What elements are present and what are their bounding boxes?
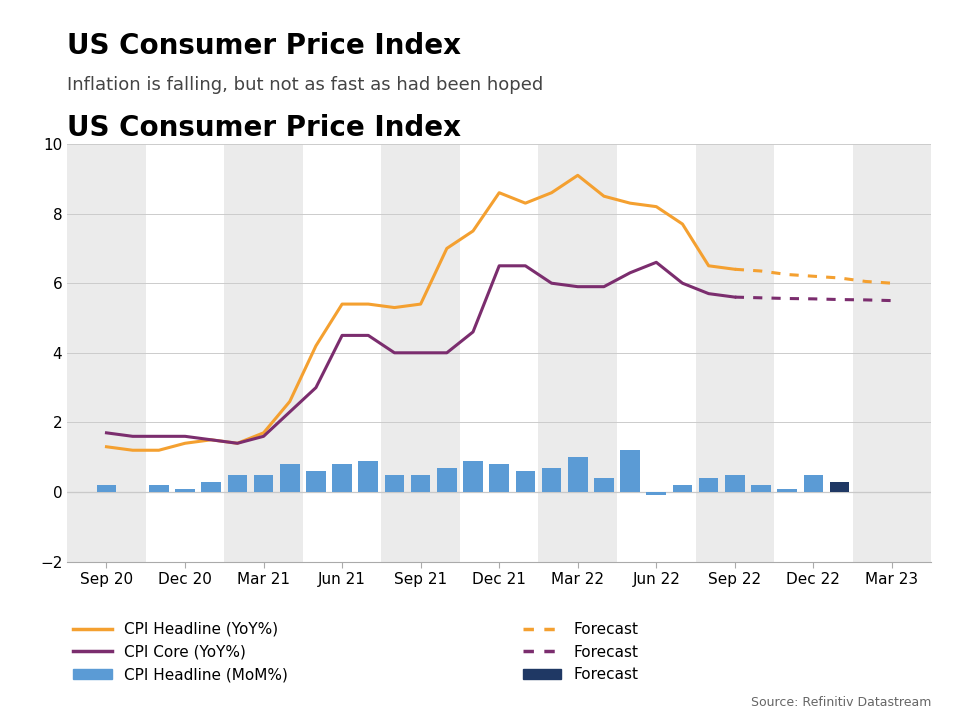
Bar <box>516 471 535 492</box>
Bar <box>699 478 718 492</box>
Text: Inflation is falling, but not as fast as had been hoped: Inflation is falling, but not as fast as… <box>67 76 543 94</box>
Bar <box>646 492 666 495</box>
Bar <box>829 482 850 492</box>
Text: US Consumer Price Index: US Consumer Price Index <box>67 114 461 142</box>
Bar <box>381 144 460 562</box>
Bar <box>385 474 404 492</box>
Bar <box>175 489 195 492</box>
Legend: Forecast, Forecast, Forecast: Forecast, Forecast, Forecast <box>516 616 644 688</box>
Bar <box>673 485 692 492</box>
Bar <box>539 144 617 562</box>
Bar <box>696 144 774 562</box>
Bar <box>751 485 771 492</box>
Bar <box>463 461 483 492</box>
Bar <box>594 478 613 492</box>
Bar <box>149 485 169 492</box>
Text: Source: Refinitiv Datastream: Source: Refinitiv Datastream <box>751 696 931 709</box>
Bar <box>225 144 302 562</box>
Bar <box>620 450 640 492</box>
Bar <box>411 474 430 492</box>
Text: US Consumer Price Index: US Consumer Price Index <box>67 32 461 60</box>
Bar <box>778 489 797 492</box>
Bar <box>253 474 274 492</box>
Bar <box>568 457 588 492</box>
Bar <box>67 144 146 562</box>
Bar <box>358 461 378 492</box>
Bar <box>725 474 745 492</box>
Bar <box>306 471 325 492</box>
Bar <box>202 482 221 492</box>
Bar <box>280 464 300 492</box>
Bar <box>332 464 352 492</box>
Bar <box>490 464 509 492</box>
Bar <box>804 474 823 492</box>
Bar <box>228 474 248 492</box>
Bar <box>541 468 562 492</box>
Bar <box>97 485 116 492</box>
Bar <box>852 144 931 562</box>
Bar <box>437 468 457 492</box>
